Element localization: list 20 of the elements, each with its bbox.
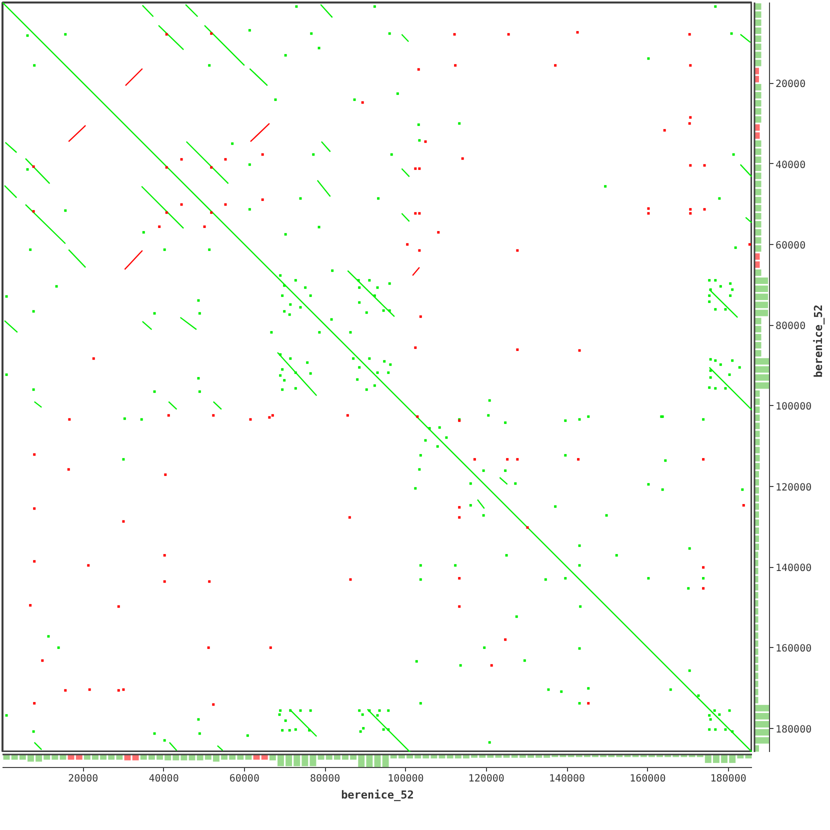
y-axis-title: berenice_52 bbox=[812, 304, 826, 378]
x-tick-label: 140000 bbox=[548, 774, 586, 784]
y-tick-label: 180000 bbox=[776, 724, 812, 736]
x-tick-label: 180000 bbox=[710, 774, 746, 784]
x-tick-label: 20000 bbox=[68, 774, 98, 784]
x-tick-label: 60000 bbox=[229, 774, 260, 784]
y-tick-label: 140000 bbox=[776, 563, 812, 574]
x-tick-label: 100000 bbox=[388, 774, 424, 784]
x-tick-label: 120000 bbox=[468, 774, 504, 784]
x-tick-label: 40000 bbox=[148, 774, 179, 784]
y-tick-label: 60000 bbox=[776, 240, 806, 252]
y-tick-label: 120000 bbox=[776, 482, 812, 494]
y-tick-label: 40000 bbox=[776, 160, 806, 171]
y-tick-label: 80000 bbox=[776, 321, 806, 332]
x-tick-label: 80000 bbox=[310, 774, 340, 784]
x-axis-title: berenice_52 bbox=[341, 788, 414, 802]
y-tick-label: 160000 bbox=[776, 644, 812, 655]
y-tick-label: 100000 bbox=[776, 402, 812, 413]
x-tick-label: 160000 bbox=[630, 774, 666, 784]
y-tick-label: 20000 bbox=[776, 79, 806, 90]
